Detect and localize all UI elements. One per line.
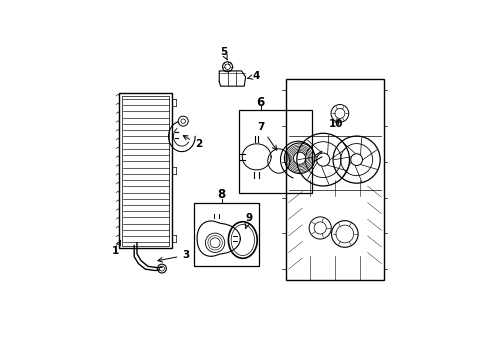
- Text: 7: 7: [257, 122, 277, 150]
- Bar: [120, 93, 172, 248]
- Bar: [286, 79, 384, 280]
- Text: 8: 8: [218, 188, 226, 202]
- Text: 6: 6: [257, 95, 265, 109]
- Text: 5: 5: [220, 47, 227, 60]
- Text: 9: 9: [245, 213, 252, 228]
- Text: 1: 1: [112, 241, 121, 256]
- Bar: [239, 110, 312, 193]
- Bar: [122, 96, 170, 246]
- Text: 10: 10: [329, 118, 344, 129]
- Text: 2: 2: [183, 136, 202, 149]
- Text: 4: 4: [247, 71, 260, 81]
- Bar: [195, 203, 259, 266]
- Text: 3: 3: [158, 250, 190, 262]
